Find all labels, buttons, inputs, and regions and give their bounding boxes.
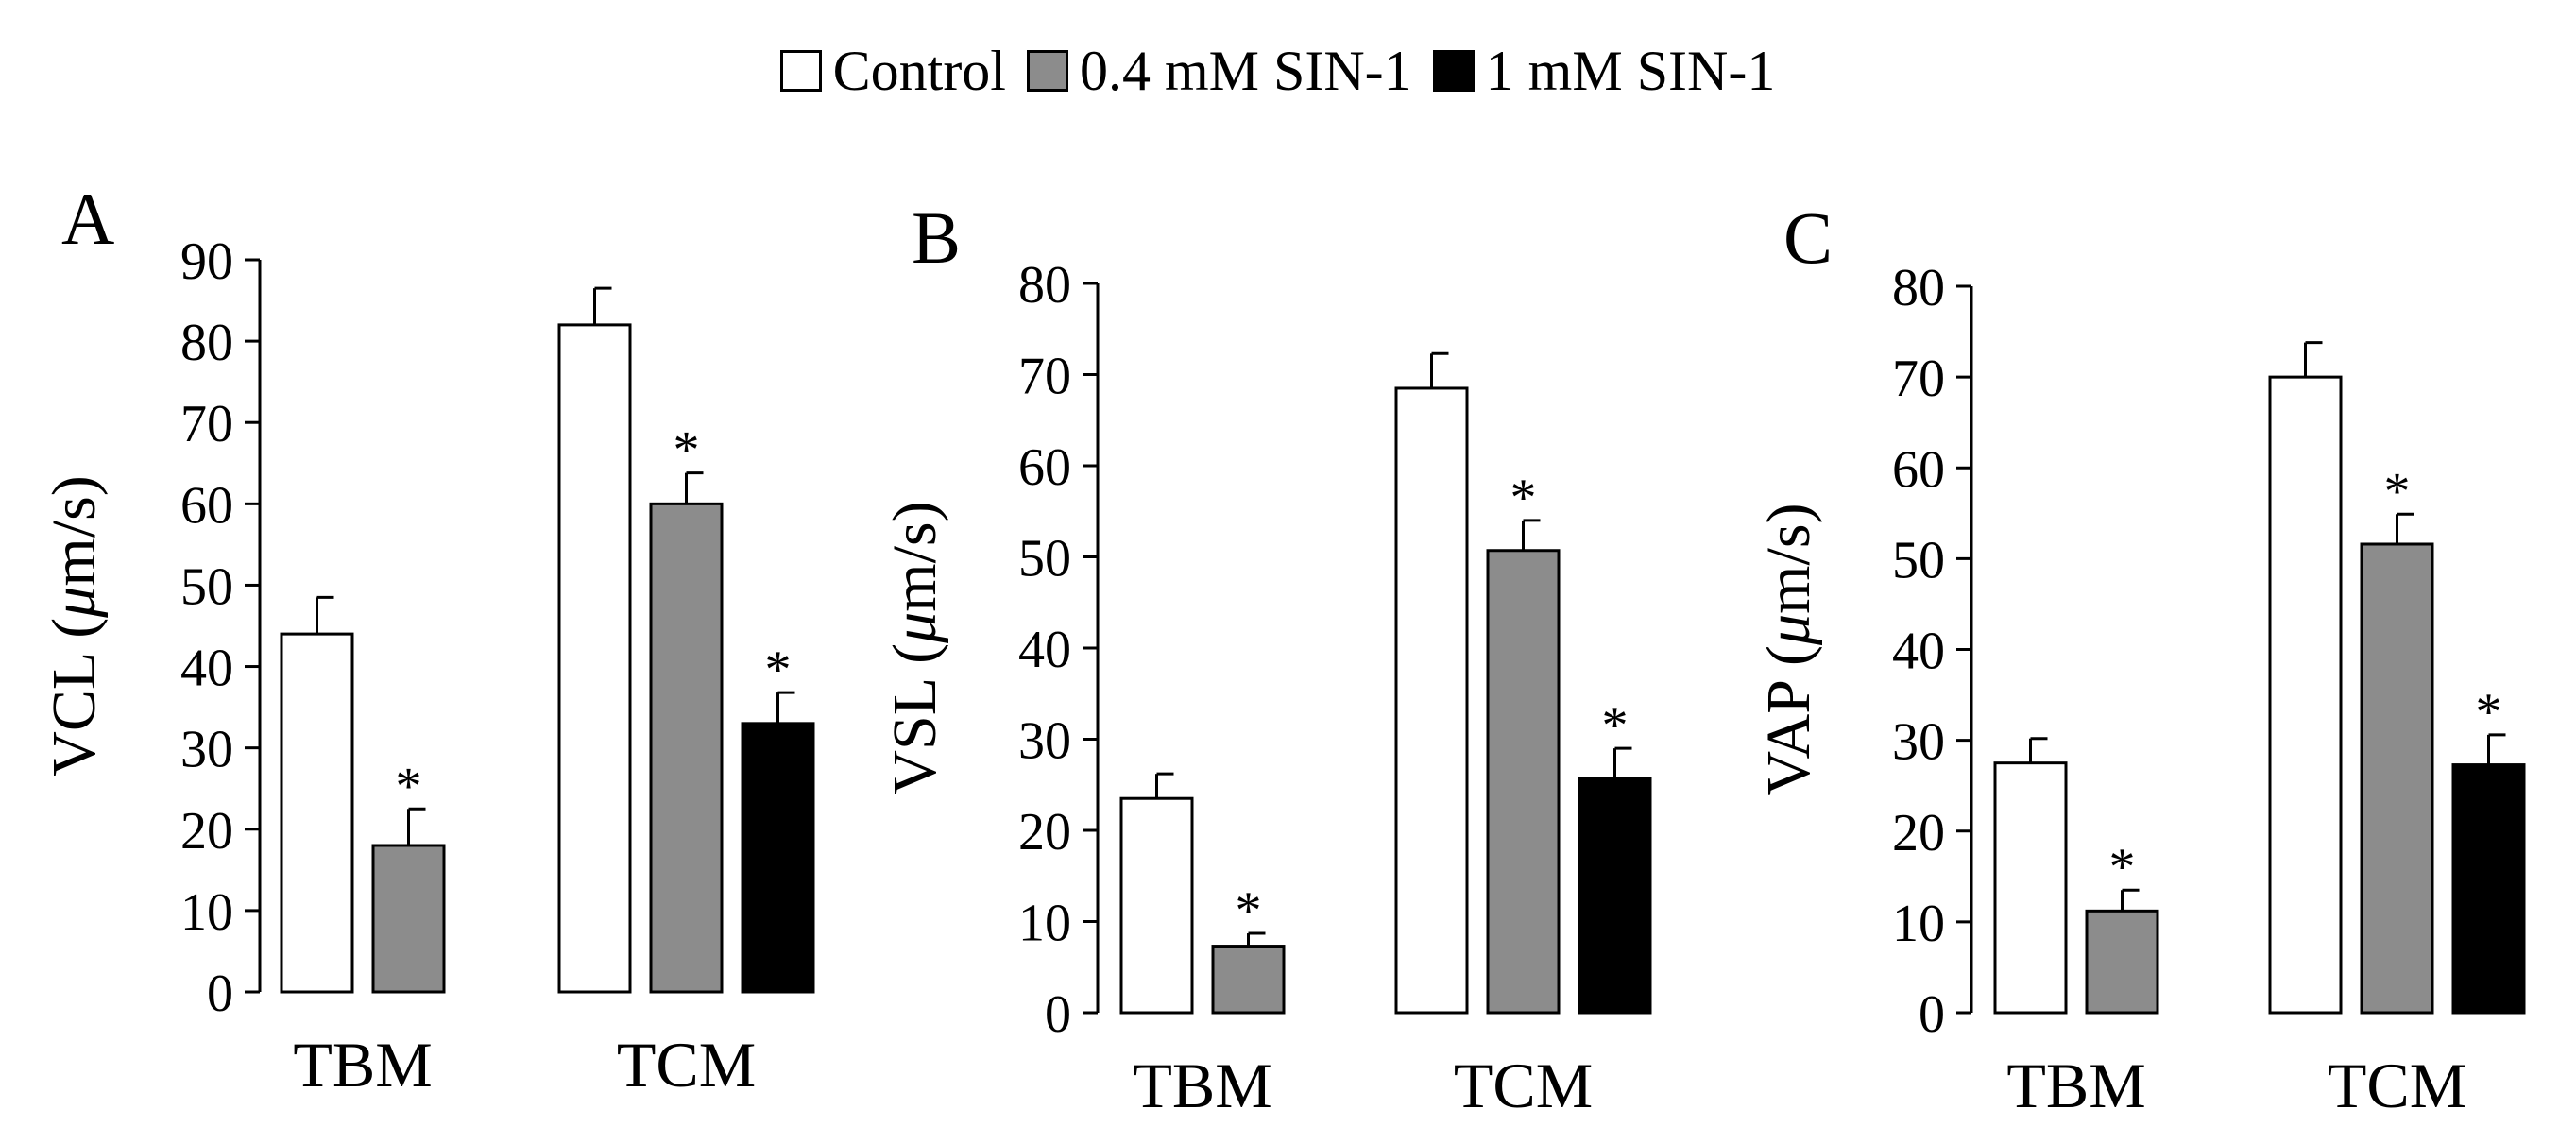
bar-c-tcm-1-mm-sin-1 <box>2451 763 2526 1015</box>
y-tick-label-a-90: 90 <box>180 232 233 291</box>
y-axis-label-prefix-a: VCL ( <box>40 618 109 777</box>
y-tick-label-a-60: 60 <box>180 476 233 535</box>
group-label-c-tbm: TBM <box>2006 1050 2145 1121</box>
y-axis-label-suffix-a: m/s) <box>40 475 109 586</box>
y-tick-label-b-80: 80 <box>1018 256 1071 315</box>
y-axis-label-suffix-b: m/s) <box>880 501 949 611</box>
bar-a-tbm-0-4-mm-sin-1 <box>371 844 446 994</box>
bar-b-tcm-0-4-mm-sin-1 <box>1486 549 1561 1015</box>
significance-star-b-tcm-0-4-mm-sin-1: * <box>1510 469 1537 527</box>
y-axis-label-mu-c: μ <box>1754 614 1823 646</box>
bar-b-tcm-control <box>1394 386 1469 1015</box>
y-tick-label-b-10: 10 <box>1018 895 1071 953</box>
y-tick-label-a-70: 70 <box>180 395 233 453</box>
significance-star-c-tbm-0-4-mm-sin-1: * <box>2109 838 2136 896</box>
legend-label-sin1-04: 0.4 mM SIN-1 <box>1079 40 1412 102</box>
group-label-b-tbm: TBM <box>1133 1050 1271 1121</box>
y-tick-label-c-30: 30 <box>1892 713 1945 772</box>
legend-swatch-sin1-1 <box>1432 50 1475 92</box>
y-axis-label-prefix-c: VAP ( <box>1754 645 1823 796</box>
y-axis-label-a: VCL (μm/s) <box>40 475 109 777</box>
chart-panel-a: A VCL (μm/s) 0 10 20 30 40 50 60 70 80 90 * TBM * * TCM <box>40 178 815 1101</box>
y-tick-label-a-20: 20 <box>180 802 233 861</box>
group-label-c-tcm: TCM <box>2328 1050 2466 1121</box>
y-tick-label-b-60: 60 <box>1018 438 1071 497</box>
y-axis-label-mu-b: μ <box>880 612 949 644</box>
y-tick-label-b-40: 40 <box>1018 621 1071 679</box>
bar-a-tcm-0-4-mm-sin-1 <box>649 502 724 994</box>
legend-item-sin1-1: 1 mM SIN-1 <box>1432 40 1776 102</box>
y-axis-label-mu-a: μ <box>40 587 109 619</box>
y-tick-label-b-70: 70 <box>1018 348 1071 406</box>
group-label-a-tbm: TBM <box>293 1029 432 1101</box>
legend-label-control: Control <box>832 40 1006 102</box>
y-tick-label-b-20: 20 <box>1018 803 1071 862</box>
legend: Control 0.4 mM SIN-1 1 mM SIN-1 <box>0 28 2576 113</box>
significance-star-b-tbm-0-4-mm-sin-1: * <box>1236 881 1262 940</box>
legend-item-sin1-04: 0.4 mM SIN-1 <box>1026 40 1412 102</box>
bar-c-tcm-control <box>2268 375 2343 1015</box>
bar-a-tbm-control <box>280 632 354 994</box>
bar-a-tcm-1-mm-sin-1 <box>741 722 815 994</box>
significance-star-a-tcm-1-mm-sin-1: * <box>765 640 792 699</box>
y-axis-label-b: VSL (μm/s) <box>880 501 949 794</box>
group-label-a-tcm: TCM <box>617 1029 756 1101</box>
panel-letter-a: A <box>61 178 114 260</box>
legend-swatch-sin1-04 <box>1026 50 1068 92</box>
significance-star-c-tcm-1-mm-sin-1: * <box>2476 683 2502 742</box>
legend-label-sin1-1: 1 mM SIN-1 <box>1485 40 1776 102</box>
y-tick-label-c-20: 20 <box>1892 804 1945 862</box>
y-tick-label-a-10: 10 <box>180 883 233 942</box>
bar-c-tbm-0-4-mm-sin-1 <box>2085 909 2159 1015</box>
chart-panel-c: C VAP (μm/s) 0 10 20 30 40 50 60 70 80 * TBM * * TCM <box>1754 196 2526 1121</box>
legend-swatch-control <box>779 50 822 92</box>
y-tick-label-a-0: 0 <box>207 965 233 1023</box>
y-axis-label-prefix-b: VSL ( <box>880 643 949 795</box>
panel-letter-b: B <box>912 196 961 279</box>
y-tick-label-a-30: 30 <box>180 721 233 779</box>
y-tick-label-c-40: 40 <box>1892 623 1945 681</box>
bar-b-tbm-control <box>1119 796 1194 1015</box>
y-tick-label-b-50: 50 <box>1018 530 1071 589</box>
bar-a-tcm-control <box>557 323 632 994</box>
bar-c-tbm-control <box>1993 761 2068 1015</box>
group-label-b-tcm: TCM <box>1454 1050 1593 1121</box>
y-axis-label-c: VAP (μm/s) <box>1754 503 1823 795</box>
bar-c-tcm-0-4-mm-sin-1 <box>2360 542 2434 1015</box>
significance-star-a-tbm-0-4-mm-sin-1: * <box>396 757 422 815</box>
bar-b-tcm-1-mm-sin-1 <box>1578 777 1652 1015</box>
y-tick-label-a-40: 40 <box>180 640 233 698</box>
panel-letter-c: C <box>1783 196 1833 279</box>
significance-star-b-tcm-1-mm-sin-1: * <box>1602 696 1629 755</box>
y-tick-label-c-60: 60 <box>1892 440 1945 499</box>
significance-star-c-tcm-0-4-mm-sin-1: * <box>2384 462 2411 521</box>
y-tick-label-c-0: 0 <box>1919 985 1945 1044</box>
bar-b-tbm-0-4-mm-sin-1 <box>1211 945 1286 1015</box>
y-tick-label-c-70: 70 <box>1892 350 1945 408</box>
y-tick-label-c-80: 80 <box>1892 259 1945 317</box>
significance-star-a-tcm-0-4-mm-sin-1: * <box>674 421 700 480</box>
y-tick-label-c-50: 50 <box>1892 531 1945 589</box>
chart-panel-b: B VSL (μm/s) 0 10 20 30 40 50 60 70 80 * TBM * * TCM <box>880 196 1652 1121</box>
y-axis-label-suffix-c: m/s) <box>1754 503 1823 613</box>
y-tick-label-b-30: 30 <box>1018 712 1071 771</box>
y-tick-label-a-80: 80 <box>180 314 233 372</box>
y-tick-label-a-50: 50 <box>180 557 233 616</box>
y-tick-label-b-0: 0 <box>1045 985 1071 1044</box>
y-tick-label-c-10: 10 <box>1892 895 1945 953</box>
legend-item-control: Control <box>779 40 1006 102</box>
